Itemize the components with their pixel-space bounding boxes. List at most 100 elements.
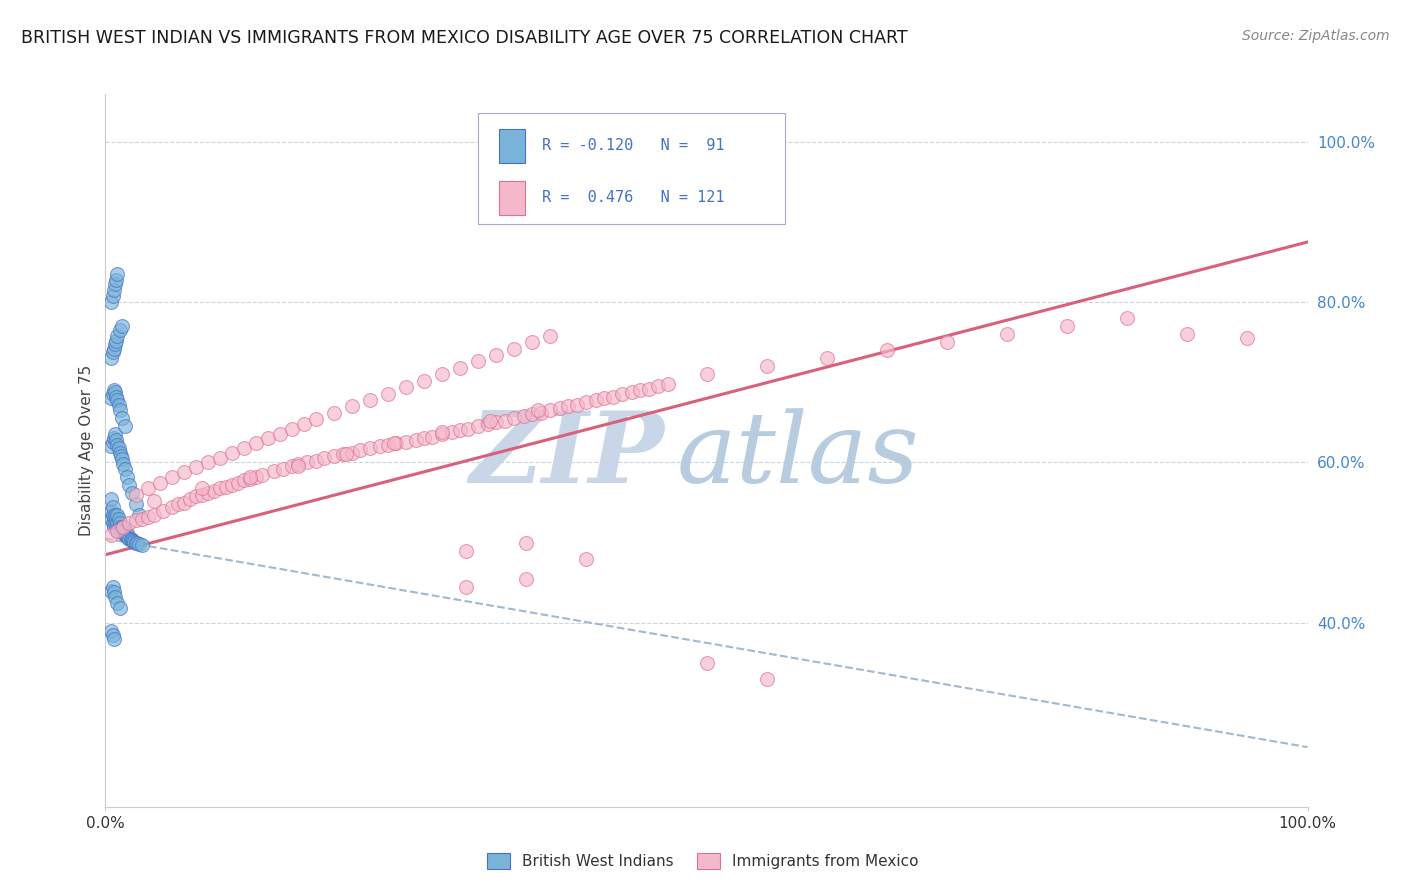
Point: [522, 408, 544, 422]
Point: [628, 384, 651, 398]
Point: [359, 392, 381, 407]
Point: [104, 384, 127, 399]
Point: [179, 491, 201, 506]
Point: [101, 516, 124, 530]
Point: [585, 392, 607, 407]
Point: [111, 452, 134, 467]
Point: [122, 534, 145, 549]
Point: [620, 384, 643, 399]
Point: [190, 487, 212, 501]
Point: [197, 455, 219, 469]
Point: [226, 475, 249, 490]
Point: [647, 379, 669, 393]
Point: [755, 672, 778, 686]
Point: [349, 443, 371, 458]
Point: [485, 348, 508, 362]
Point: [100, 491, 122, 506]
Point: [108, 323, 131, 337]
Point: [107, 524, 129, 538]
Point: [152, 503, 174, 517]
Point: [105, 273, 128, 287]
Point: [142, 508, 165, 522]
Point: [100, 503, 122, 517]
Point: [368, 440, 391, 454]
Point: [382, 436, 405, 450]
Point: [142, 494, 165, 508]
Point: [101, 500, 124, 514]
Point: [105, 511, 128, 525]
Point: [104, 516, 127, 530]
Point: [108, 601, 131, 615]
Point: [297, 455, 319, 469]
Point: [111, 319, 134, 334]
Point: [322, 406, 344, 420]
Point: [190, 481, 212, 495]
Point: [121, 486, 143, 500]
Point: [657, 376, 679, 391]
Point: [256, 432, 278, 446]
Point: [128, 537, 150, 551]
Point: [112, 519, 135, 533]
Point: [269, 426, 291, 441]
Point: [103, 384, 125, 398]
Point: [696, 368, 718, 382]
Point: [755, 359, 778, 374]
Point: [322, 449, 344, 463]
Legend: British West Indians, Immigrants from Mexico: British West Indians, Immigrants from Me…: [481, 847, 925, 875]
Point: [815, 351, 838, 366]
Text: R =  0.476   N = 121: R = 0.476 N = 121: [541, 190, 724, 204]
Point: [124, 534, 146, 549]
Point: [395, 380, 418, 394]
Point: [112, 519, 135, 533]
Point: [107, 441, 129, 455]
Point: [114, 527, 136, 541]
Point: [477, 417, 499, 431]
Point: [377, 386, 399, 401]
Point: [136, 510, 159, 524]
Point: [114, 419, 136, 434]
Bar: [499, 181, 524, 215]
Point: [110, 449, 132, 463]
Point: [273, 462, 295, 476]
Point: [1175, 327, 1198, 342]
Point: [110, 524, 132, 538]
Point: [100, 583, 122, 598]
Point: [103, 432, 125, 446]
Point: [108, 403, 131, 417]
Point: [593, 392, 616, 406]
Text: ZIP: ZIP: [470, 408, 665, 504]
Point: [245, 436, 267, 450]
Point: [173, 465, 195, 479]
Point: [314, 451, 336, 466]
Point: [103, 511, 125, 525]
Point: [184, 489, 207, 503]
Point: [103, 632, 125, 646]
Point: [104, 336, 127, 351]
Point: [340, 400, 363, 414]
Point: [107, 596, 129, 610]
Point: [245, 470, 267, 484]
Point: [454, 580, 477, 594]
Point: [413, 374, 436, 388]
Point: [281, 459, 304, 474]
Point: [340, 446, 363, 460]
Point: [101, 508, 124, 522]
Point: [602, 390, 624, 404]
Point: [515, 535, 537, 549]
Point: [173, 495, 195, 509]
Point: [112, 457, 135, 471]
Point: [121, 533, 143, 548]
Point: [430, 368, 453, 382]
Point: [115, 526, 138, 541]
Point: [108, 446, 131, 460]
Point: [239, 471, 262, 485]
Point: [105, 519, 128, 533]
Point: [160, 470, 183, 484]
Point: [377, 438, 399, 452]
Point: [637, 382, 659, 396]
Point: [114, 462, 136, 476]
Point: [100, 511, 122, 525]
Point: [103, 585, 125, 599]
Point: [131, 538, 153, 552]
Point: [104, 427, 127, 442]
